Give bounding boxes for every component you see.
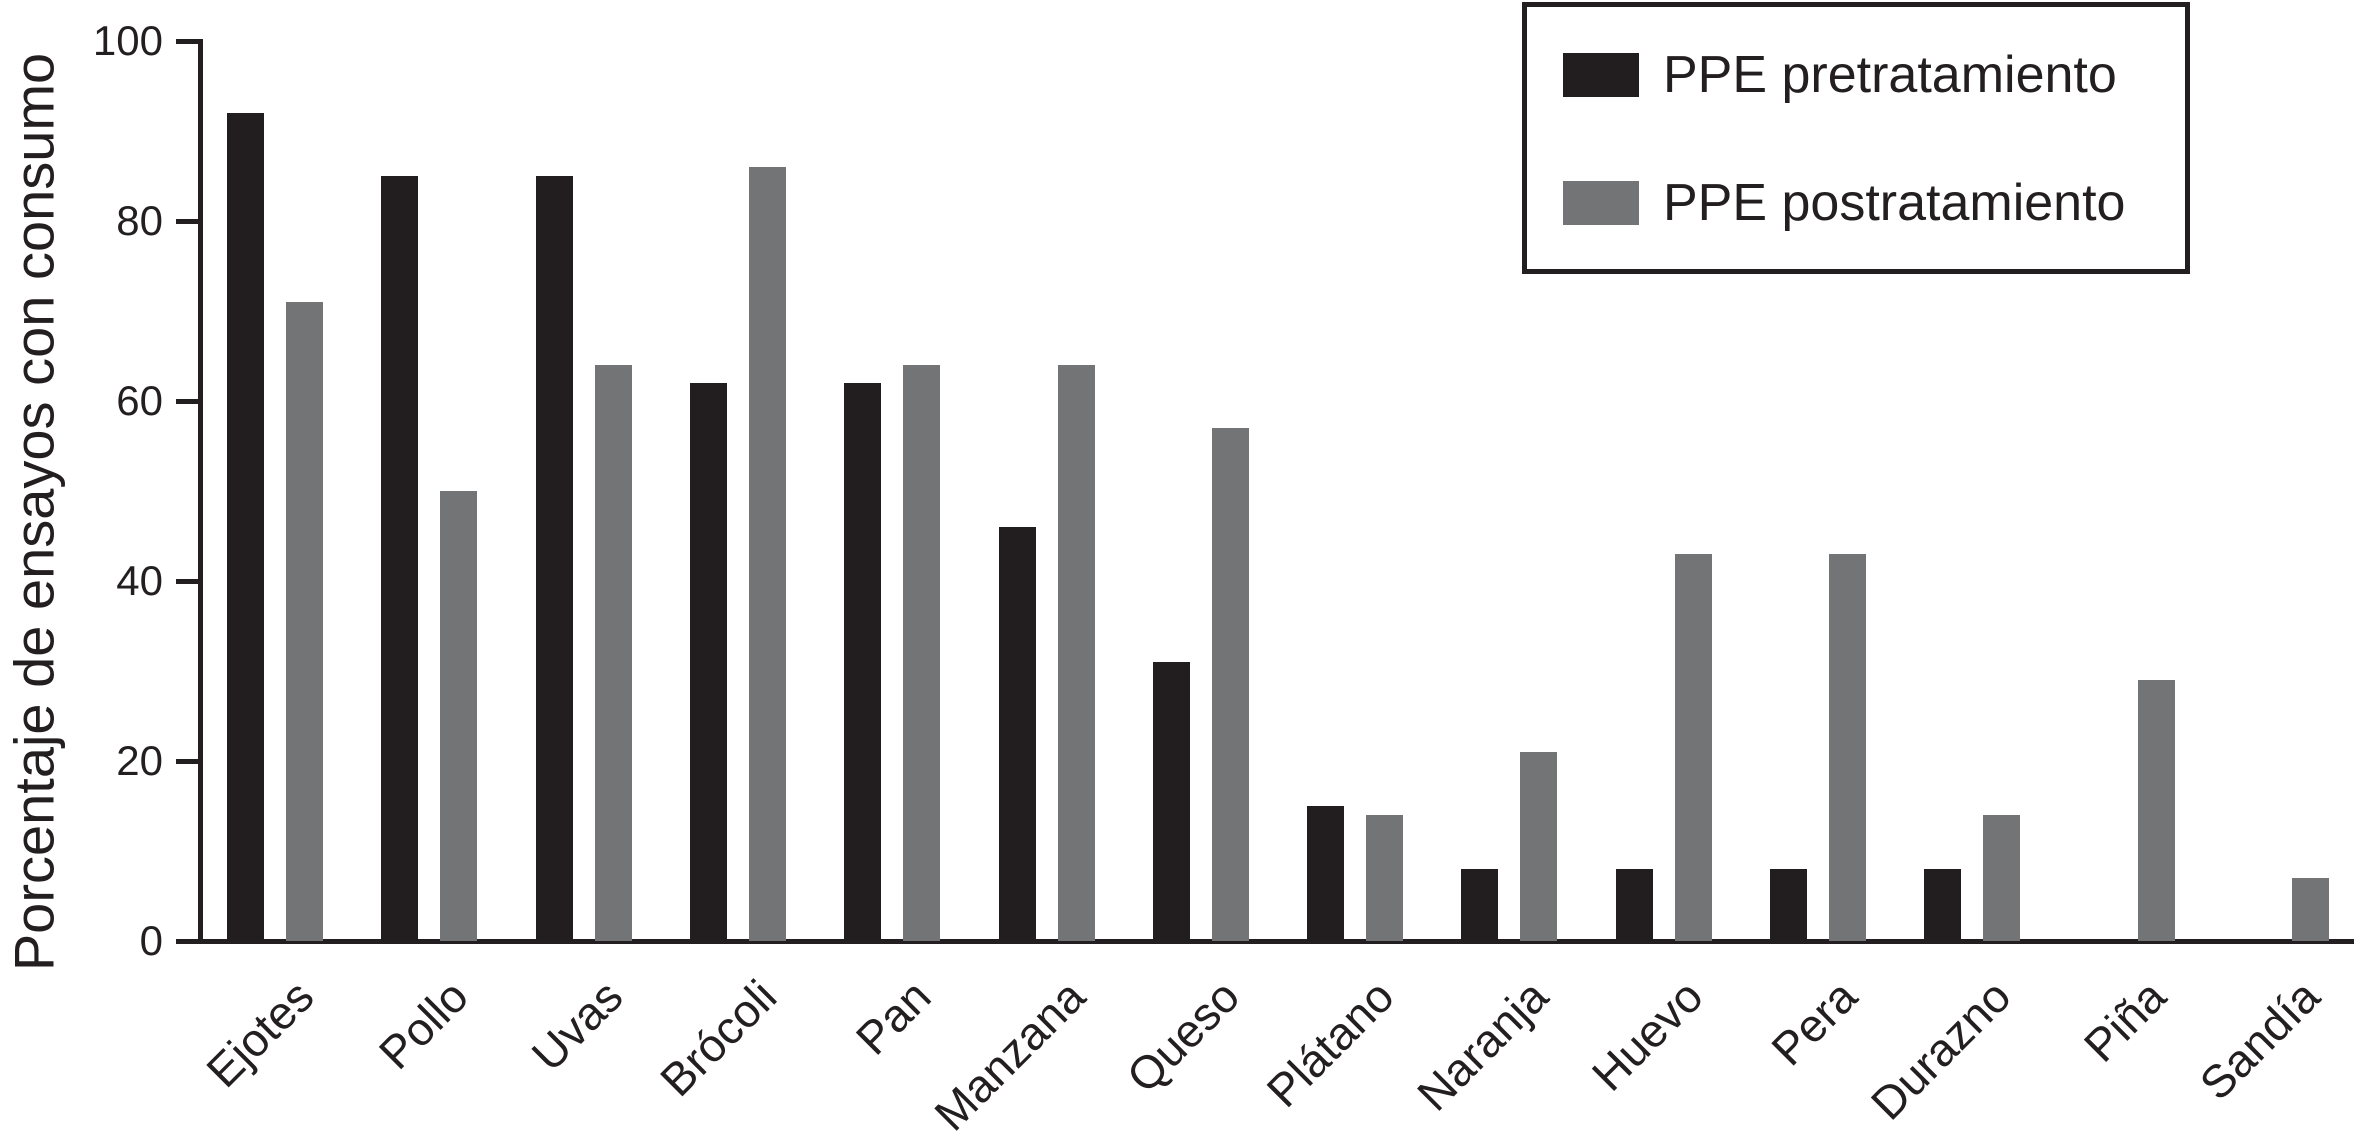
y-tick-label-40: 40 xyxy=(116,557,163,604)
x-tick-label-Naranja: Naranja xyxy=(1407,969,1559,1121)
bar-pre-Plátano xyxy=(1307,806,1345,941)
y-axis-line xyxy=(198,39,203,944)
bar-pre-Naranja xyxy=(1461,869,1499,941)
bar-pre-Queso xyxy=(1152,662,1190,941)
y-tick-label-20: 20 xyxy=(116,737,163,784)
bar-pre-Huevo xyxy=(1615,869,1653,941)
x-tick-label-Huevo: Huevo xyxy=(1581,969,1713,1101)
bar-pre-Durazno xyxy=(1924,869,1962,941)
x-tick-label-Uvas: Uvas xyxy=(521,969,633,1081)
bar-post-Queso xyxy=(1211,428,1249,941)
legend-label-pretratamiento: PPE pretratamiento xyxy=(1663,46,2117,104)
bar-pre-Pera xyxy=(1770,869,1807,941)
y-tick-40 xyxy=(176,578,200,584)
x-tick-label-Sandía: Sandía xyxy=(2189,969,2330,1110)
bar-post-Ejotes xyxy=(286,302,323,941)
x-tick-label-Queso: Queso xyxy=(1116,969,1250,1103)
bar-post-Huevo xyxy=(1674,554,1712,941)
legend: PPE pretratamiento PPE postratamiento xyxy=(1522,2,2190,274)
y-tick-80 xyxy=(176,218,200,224)
bar-post-Sandía xyxy=(2291,878,2329,941)
bar-post-Uvas xyxy=(594,365,632,941)
y-tick-20 xyxy=(176,758,200,764)
bar-post-Naranja xyxy=(1520,752,1558,941)
legend-label-postratamiento: PPE postratamiento xyxy=(1663,174,2126,232)
y-tick-100 xyxy=(176,38,200,44)
x-tick-label-Plátano: Plátano xyxy=(1256,969,1404,1117)
bar-pre-Brócoli xyxy=(689,383,727,941)
y-tick-0 xyxy=(176,938,200,944)
y-axis-title: Porcentaje de ensayos con consumo xyxy=(2,52,66,972)
bar-post-Pan xyxy=(903,365,941,941)
legend-swatch-pretratamiento xyxy=(1563,53,1639,97)
y-tick-label-0: 0 xyxy=(139,917,163,964)
legend-swatch-postratamiento xyxy=(1563,181,1639,225)
x-tick-label-Durazno: Durazno xyxy=(1861,969,2021,1130)
y-tick-label-100: 100 xyxy=(92,17,163,64)
y-tick-label-80: 80 xyxy=(116,197,163,244)
x-tick-label-Pollo: Pollo xyxy=(368,969,478,1079)
bar-post-Pollo xyxy=(440,491,478,941)
bar-post-Durazno xyxy=(1983,815,2021,941)
x-tick-label-Ejotes: Ejotes xyxy=(196,969,324,1098)
x-tick-label-Manzana: Manzana xyxy=(924,969,1096,1132)
legend-item-postratamiento: PPE postratamiento xyxy=(1563,157,2125,249)
x-tick-label-Brócoli: Brócoli xyxy=(650,969,787,1107)
bar-post-Piña xyxy=(2137,680,2175,941)
bar-pre-Uvas xyxy=(535,176,573,941)
bar-pre-Ejotes xyxy=(227,113,264,941)
bar-post-Plátano xyxy=(1366,815,1404,941)
x-tick-label-Pera: Pera xyxy=(1761,969,1867,1076)
bar-pre-Pollo xyxy=(381,176,419,941)
x-axis-line xyxy=(178,939,2354,944)
bar-post-Manzana xyxy=(1057,365,1095,941)
y-tick-label-60: 60 xyxy=(116,377,163,424)
bar-post-Brócoli xyxy=(748,167,786,941)
legend-item-pretratamiento: PPE pretratamiento xyxy=(1563,29,2117,121)
bar-pre-Manzana xyxy=(998,527,1036,941)
x-tick-label-Pan: Pan xyxy=(846,969,941,1065)
bar-pre-Pan xyxy=(844,383,882,941)
bar-post-Pera xyxy=(1829,554,1866,941)
y-tick-60 xyxy=(176,398,200,404)
x-tick-label-Piña: Piña xyxy=(2073,969,2176,1072)
